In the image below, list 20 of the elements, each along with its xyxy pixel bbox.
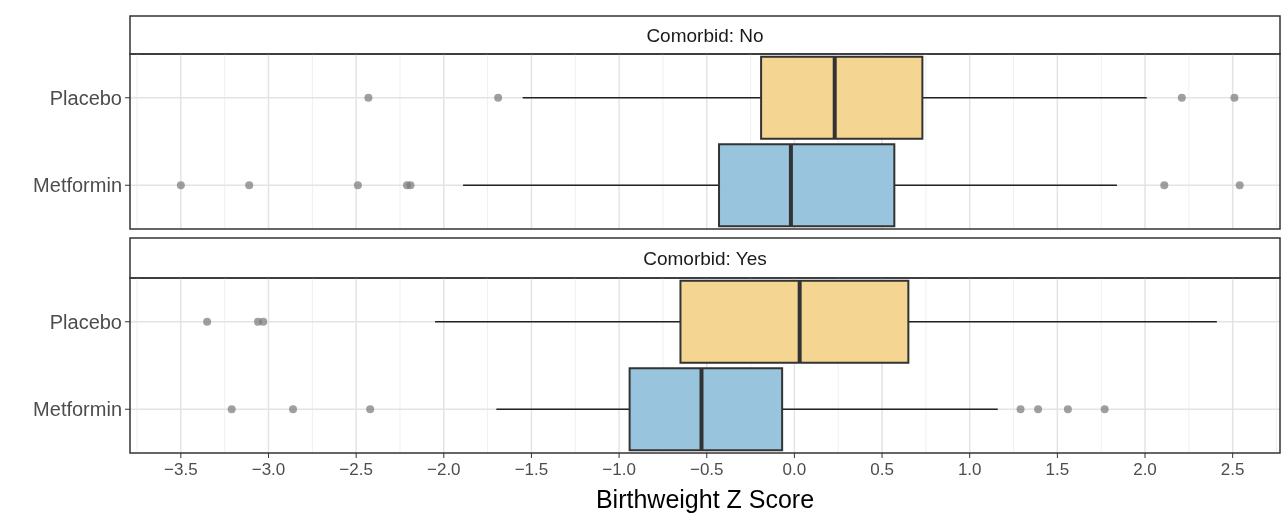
x-tick-label: 1.0	[957, 460, 982, 479]
x-tick-label: −3.5	[164, 460, 198, 479]
y-tick-label: Placebo	[49, 310, 122, 333]
x-tick-label: 0.5	[870, 460, 894, 479]
x-tick-label: −2.5	[339, 460, 373, 479]
chart-title: Comorbid: Yes	[643, 247, 767, 269]
y-tick-label: Metformin	[33, 398, 122, 421]
x-tick-label: −0.5	[689, 460, 724, 479]
x-tick-label: −2.0	[427, 460, 461, 479]
y-tick-label: Metformin	[33, 174, 122, 197]
x-tick-label: −3.0	[251, 460, 286, 479]
x-axis-title: Birthweight Z Score	[595, 485, 815, 513]
chart-title: Comorbid: No	[646, 24, 764, 46]
x-tick-label: 0.0	[782, 460, 807, 479]
x-tick-label: 2.5	[1220, 460, 1245, 479]
x-tick-label: −1.5	[514, 460, 549, 479]
x-tick-label: 2.0	[1133, 460, 1157, 479]
x-tick-label: −1.0	[602, 460, 636, 479]
x-tick-label: 1.5	[1045, 460, 1070, 479]
y-tick-label: Placebo	[49, 86, 122, 109]
